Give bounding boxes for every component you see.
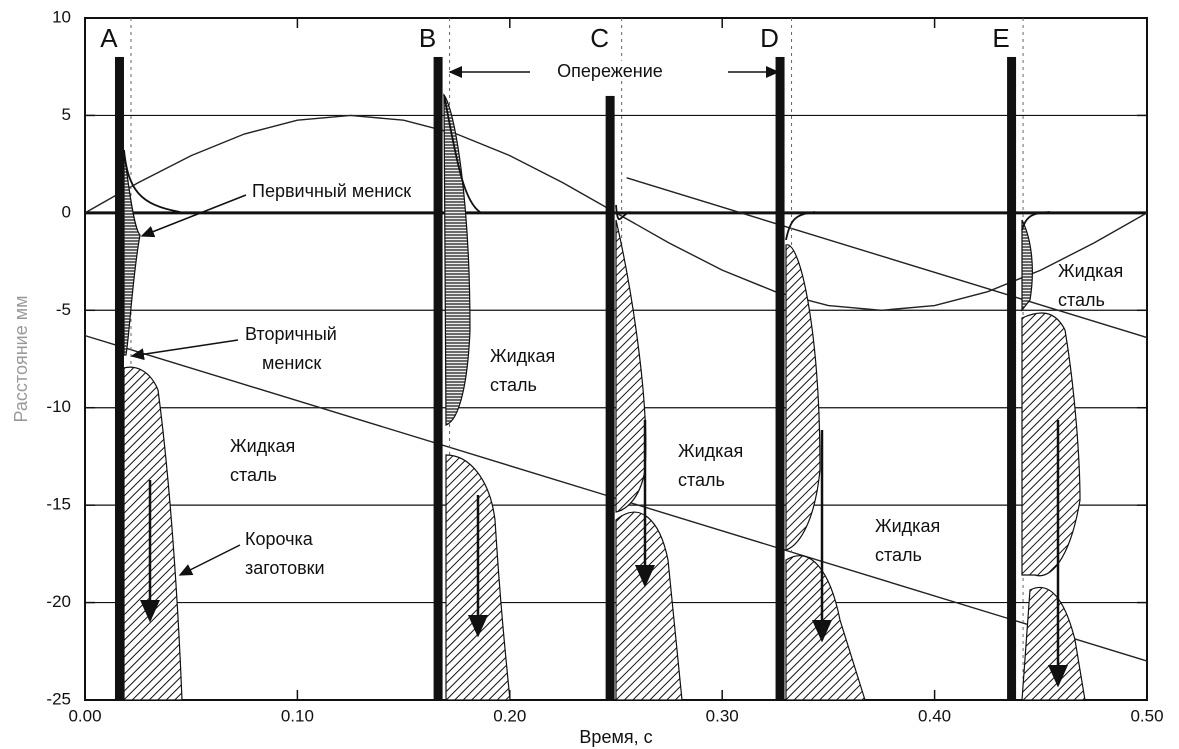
x-tick-label: 0.00 <box>68 706 101 725</box>
x-tick-label: 0.50 <box>1130 706 1163 725</box>
annotation: Опережение <box>557 61 663 81</box>
mold-wall <box>434 57 443 700</box>
x-tick-label: 0.20 <box>493 706 526 725</box>
meniscus <box>124 150 180 212</box>
shell <box>444 95 470 425</box>
annotation: Первичный мениск <box>252 181 411 201</box>
y-tick-label: -15 <box>46 495 71 514</box>
shell <box>1022 220 1032 310</box>
shell <box>616 512 682 700</box>
mold-wall <box>1007 57 1016 700</box>
shell <box>616 220 646 512</box>
annotation: заготовки <box>245 558 325 578</box>
annotation: Жидкая <box>875 516 940 536</box>
x-axis-label: Время, с <box>579 727 652 747</box>
wall-label: B <box>419 23 436 53</box>
annotation: Корочка <box>245 529 314 549</box>
shells <box>124 72 1085 700</box>
mold-wall <box>606 96 615 700</box>
annotation: Жидкая <box>230 436 295 456</box>
shell <box>124 150 140 355</box>
y-tick-label: 5 <box>62 105 71 124</box>
y-tick-label: -5 <box>56 300 71 319</box>
annotation: сталь <box>875 545 922 565</box>
y-axis-label: Расстояние мм <box>11 296 31 423</box>
meniscus <box>786 212 815 240</box>
annotation: мениск <box>262 353 321 373</box>
shell <box>1022 313 1080 576</box>
pointer <box>142 195 246 236</box>
annotation: Жидкая <box>1058 261 1123 281</box>
wall-label: D <box>760 23 779 53</box>
y-tick-label: -10 <box>46 397 71 416</box>
annotation: Жидкая <box>678 441 743 461</box>
annotation: Жидкая <box>490 346 555 366</box>
y-tick-label: 10 <box>52 7 71 26</box>
wall-label: C <box>590 23 609 53</box>
y-tick-label: -25 <box>46 689 71 708</box>
annotation: сталь <box>490 375 537 395</box>
chart: 10 5 0 -5 -10 -15 -20 -250.00 0.10 0.20 0.30 0.40 0.… <box>0 0 1179 749</box>
pointer <box>180 545 240 575</box>
shell <box>786 245 820 550</box>
wall-label: A <box>100 23 118 53</box>
x-tick-label: 0.10 <box>281 706 314 725</box>
mold-wall <box>115 57 124 700</box>
annotation: сталь <box>1058 290 1105 310</box>
series-line <box>627 178 1147 338</box>
x-tick-label: 0.30 <box>706 706 739 725</box>
mold-wall <box>776 57 785 700</box>
annotation: сталь <box>678 470 725 490</box>
shell <box>124 367 182 700</box>
x-tick-label: 0.40 <box>918 706 951 725</box>
annotation: Вторичный <box>245 324 337 344</box>
annotation: сталь <box>230 465 277 485</box>
meniscus <box>1022 212 1050 230</box>
shell <box>1022 587 1085 700</box>
wall-label: E <box>992 23 1009 53</box>
y-tick-label: -20 <box>46 592 71 611</box>
y-tick-label: 0 <box>62 202 71 221</box>
pointer <box>132 340 238 356</box>
shell <box>786 556 865 700</box>
